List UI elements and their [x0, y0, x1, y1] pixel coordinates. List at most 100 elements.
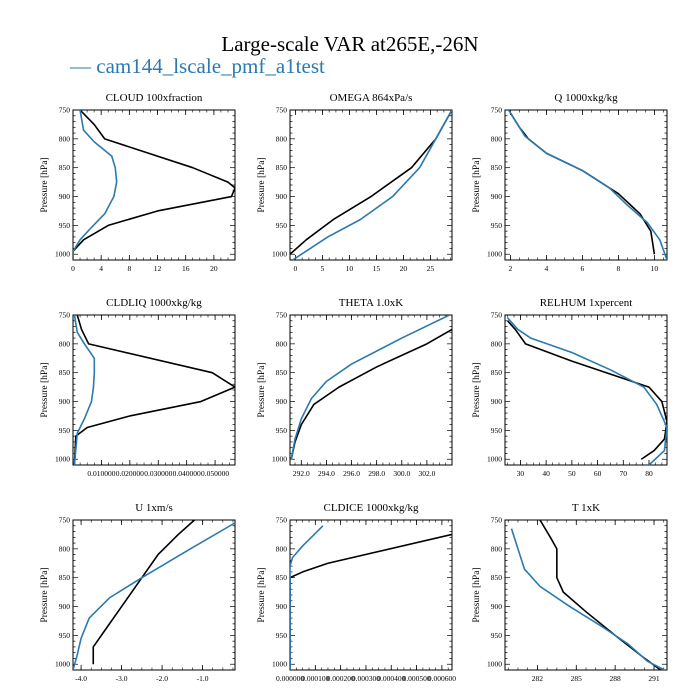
- series-line-blue: [74, 315, 94, 465]
- y-tick-label: 750: [276, 516, 288, 525]
- y-axis-label: Pressure [hPa]: [472, 157, 482, 212]
- y-tick-label: 1000: [272, 455, 287, 464]
- series-line-blue: [293, 110, 452, 260]
- y-tick-label: 850: [276, 368, 288, 377]
- series-line-blue: [73, 523, 235, 670]
- x-tick-label: -4.0: [75, 674, 87, 683]
- y-tick-label: 800: [491, 544, 503, 553]
- y-tick-label: 800: [276, 544, 288, 553]
- x-tick-label: 0.050000: [201, 469, 229, 478]
- y-tick-label: 800: [59, 544, 71, 553]
- x-tick-label: 0.000300: [352, 674, 380, 683]
- x-tick-label: 0.000100: [301, 674, 329, 683]
- x-tick-label: -2.0: [156, 674, 168, 683]
- panel-title: U 1xm/s: [135, 502, 173, 514]
- panel-title: T 1xK: [572, 502, 600, 514]
- y-tick-label: 1000: [487, 250, 502, 259]
- x-tick-label: 80: [645, 469, 653, 478]
- panel-title: CLDLIQ 1000xkg/kg: [106, 297, 202, 309]
- y-axis-label: Pressure [hPa]: [257, 157, 267, 212]
- y-tick-label: 1000: [487, 660, 502, 669]
- x-tick-label: 8: [127, 264, 131, 273]
- plot-frame: [73, 110, 235, 260]
- y-tick-label: 750: [491, 106, 503, 115]
- y-tick-label: 950: [59, 221, 71, 230]
- y-tick-label: 850: [59, 573, 71, 582]
- y-tick-label: 800: [59, 339, 71, 348]
- panel-title: Q 1000xkg/kg: [554, 92, 618, 104]
- y-axis-label: Pressure [hPa]: [472, 567, 482, 622]
- y-tick-label: 800: [59, 134, 71, 143]
- y-tick-label: 900: [59, 397, 71, 406]
- x-tick-label: 292.0: [293, 469, 310, 478]
- y-axis-label: Pressure [hPa]: [40, 157, 50, 212]
- x-tick-label: 15: [373, 264, 381, 273]
- panel-title: RELHUM 1xpercent: [540, 297, 633, 309]
- y-tick-label: 950: [59, 631, 71, 640]
- y-tick-label: 800: [491, 339, 503, 348]
- series-line-blue: [291, 315, 449, 459]
- y-tick-label: 900: [59, 602, 71, 611]
- y-tick-label: 750: [59, 516, 71, 525]
- y-tick-label: 950: [59, 426, 71, 435]
- y-tick-label: 750: [59, 311, 71, 320]
- y-tick-label: 800: [491, 134, 503, 143]
- y-tick-label: 1000: [487, 455, 502, 464]
- series-line-black: [73, 110, 235, 260]
- y-tick-label: 950: [491, 631, 503, 640]
- y-tick-label: 850: [276, 163, 288, 172]
- series-line-blue: [290, 526, 323, 670]
- x-tick-label: 20: [400, 264, 408, 273]
- series-line-black: [290, 110, 452, 254]
- panel-4: CLDLIQ 1000xkg/kgPressure [hPa]750800850…: [40, 297, 235, 478]
- x-tick-label: 16: [182, 264, 190, 273]
- y-tick-label: 850: [59, 163, 71, 172]
- y-tick-label: 950: [491, 221, 503, 230]
- y-tick-label: 900: [491, 192, 503, 201]
- y-axis-label: Pressure [hPa]: [257, 567, 267, 622]
- x-tick-label: 0.030000: [144, 469, 172, 478]
- x-tick-label: 298.0: [368, 469, 385, 478]
- y-tick-label: 850: [491, 163, 503, 172]
- x-tick-label: 285: [571, 674, 583, 683]
- x-tick-label: 2: [509, 264, 513, 273]
- x-tick-label: -3.0: [116, 674, 128, 683]
- panel-5: THETA 1.0xKPressure [hPa]750800850900950…: [257, 297, 452, 478]
- y-tick-label: 1000: [55, 455, 70, 464]
- panel-9: T 1xK Pressure [hPa] 750 800 850 900 950 1000 28…: [472, 502, 667, 683]
- figure-canvas: CLOUD 100xfractionPressure [hPa]75080085…: [0, 0, 700, 700]
- x-tick-label: 0.020000: [116, 469, 144, 478]
- y-tick-label: 850: [276, 573, 288, 582]
- x-tick-label: 50: [568, 469, 576, 478]
- y-tick-label: 1000: [55, 660, 70, 669]
- y-axis-label: Pressure [hPa]: [472, 362, 482, 417]
- y-tick-label: 900: [276, 192, 288, 201]
- y-tick-label: 850: [491, 368, 503, 377]
- x-tick-label: 10: [346, 264, 354, 273]
- y-tick-label: 750: [491, 516, 503, 525]
- x-tick-label: 302.0: [418, 469, 435, 478]
- x-tick-label: 40: [542, 469, 550, 478]
- panel-3: Q 1000xkg/kg Pressure [hPa] 750 800 850 900 95…: [472, 92, 667, 273]
- plot-frame: [290, 110, 452, 260]
- x-tick-label: 60: [594, 469, 602, 478]
- panel-title: OMEGA 864xPa/s: [330, 92, 413, 104]
- y-tick-label: 950: [491, 426, 503, 435]
- x-tick-label: 0: [294, 264, 298, 273]
- panel-7: U 1xm/s Pressure [hPa] 750 800 850 900 950 1000…: [40, 502, 235, 683]
- series-line-black: [74, 315, 235, 465]
- y-tick-label: 750: [276, 311, 288, 320]
- panel-6: RELHUM 1xpercentPressure [hPa]7508008509…: [472, 297, 667, 478]
- x-tick-label: 0.000600: [428, 674, 456, 683]
- x-tick-label: 20: [210, 264, 218, 273]
- panel-title: CLOUD 100xfraction: [106, 92, 203, 104]
- plot-frame: [505, 520, 667, 670]
- y-tick-label: 750: [276, 106, 288, 115]
- x-tick-label: 0.000500: [403, 674, 431, 683]
- y-tick-label: 950: [276, 221, 288, 230]
- y-tick-label: 1000: [55, 250, 70, 259]
- x-tick-label: 282: [532, 674, 544, 683]
- y-tick-label: 900: [59, 192, 71, 201]
- x-tick-label: 0.000200: [327, 674, 355, 683]
- x-tick-label: 6: [581, 264, 585, 273]
